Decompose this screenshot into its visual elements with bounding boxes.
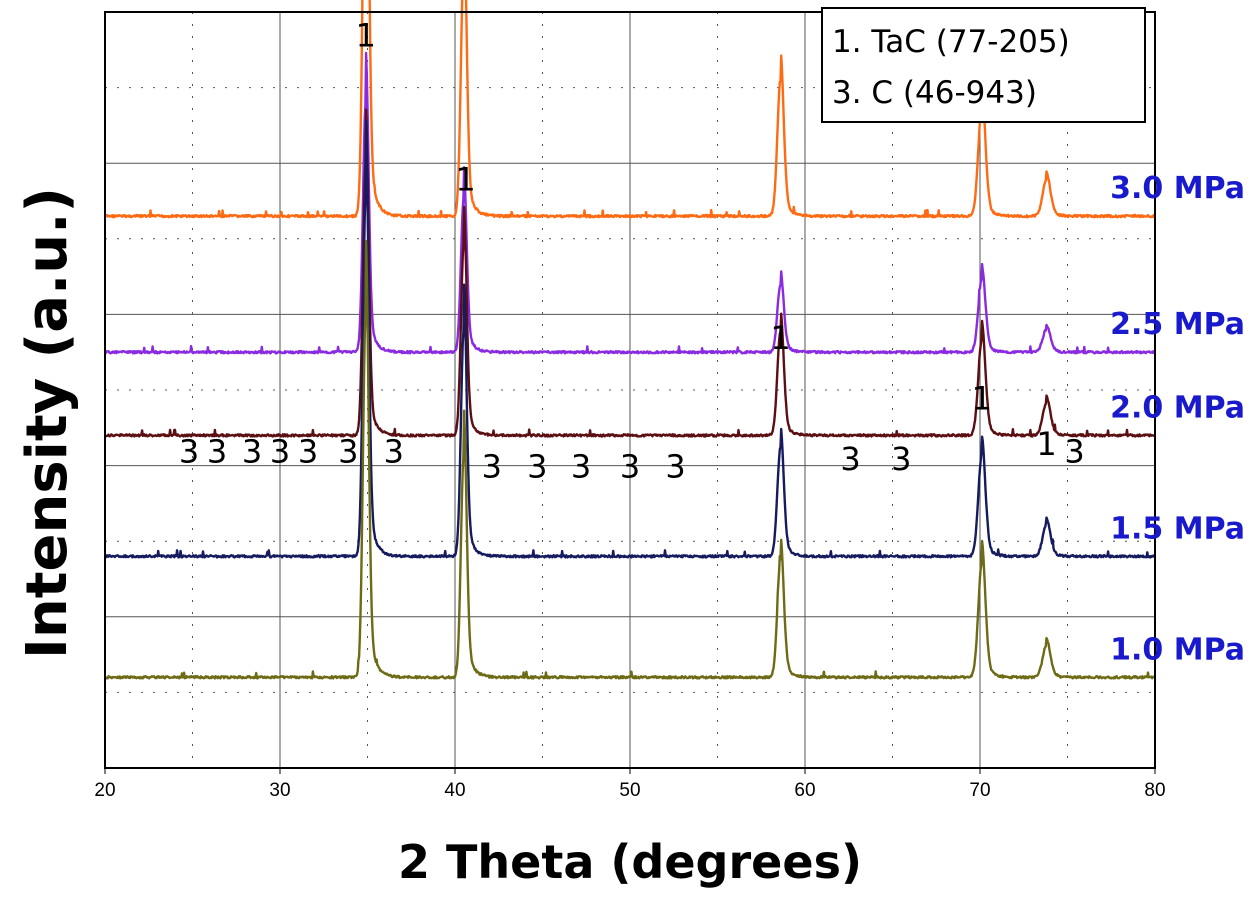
peak-marker-c: 3 <box>891 440 911 478</box>
peak-marker-c: 3 <box>179 432 199 470</box>
legend: 1. TaC (77-205) 3. C (46-943) <box>821 7 1146 123</box>
peak-marker-tac: 1 <box>972 380 992 418</box>
x-tick-label: 40 <box>444 780 465 801</box>
peak-marker-c: 3 <box>338 432 358 470</box>
trace-15 <box>103 119 1157 559</box>
peak-marker-c: 3 <box>270 432 290 470</box>
series-label: 1.5 MPa <box>1110 511 1245 546</box>
peak-marker-tac: 1 <box>455 160 475 198</box>
x-axis-title: 2 Theta (degrees) <box>398 835 862 889</box>
legend-box <box>821 7 1146 123</box>
trace-20 <box>104 108 1156 438</box>
legend-entry-tac: 1. TaC (77-205) <box>832 24 1070 60</box>
peak-marker-c: 3 <box>1064 432 1084 470</box>
peak-marker-c: 3 <box>840 440 860 478</box>
peak-marker-c: 3 <box>298 432 318 470</box>
x-tick-label: 60 <box>794 780 815 801</box>
legend-entry-c: 3. C (46-943) <box>832 75 1037 111</box>
x-tick-label: 20 <box>94 780 115 801</box>
series-label: 1.0 MPa <box>1110 632 1245 667</box>
peak-marker-tac: 1 <box>356 17 376 55</box>
x-tick-label: 50 <box>619 780 640 801</box>
peak-marker-c: 3 <box>242 432 262 470</box>
x-tick-label: 70 <box>969 780 990 801</box>
peak-marker-c: 3 <box>482 448 502 486</box>
peak-marker-c: 3 <box>571 448 591 486</box>
peak-marker-c: 3 <box>620 448 640 486</box>
series-labels: 3.0 MPa 2.5 MPa 2.0 MPa 1.5 MPa 1.0 MPa <box>1110 171 1245 667</box>
series-label: 2.0 MPa <box>1110 390 1245 425</box>
x-axis-ticks: 20 30 40 50 60 70 80 <box>94 768 1166 801</box>
peak-marker-c: 3 <box>527 448 547 486</box>
x-tick-label: 30 <box>269 780 290 801</box>
series-label: 3.0 MPa <box>1110 171 1245 206</box>
y-axis-title: Intensity (a.u.) <box>15 187 80 659</box>
peak-marker-c: 3 <box>665 448 685 486</box>
peak-marker-c: 3 <box>207 432 227 470</box>
grid-lines <box>105 12 1155 768</box>
trace-10 <box>103 239 1157 680</box>
peak-marker-tac: 1 <box>1036 425 1056 463</box>
x-tick-label: 80 <box>1144 780 1165 801</box>
peak-marker-tac: 1 <box>770 319 790 357</box>
peak-marker-c: 3 <box>384 432 404 470</box>
trace-25 <box>104 51 1157 355</box>
series-label: 2.5 MPa <box>1110 307 1245 342</box>
